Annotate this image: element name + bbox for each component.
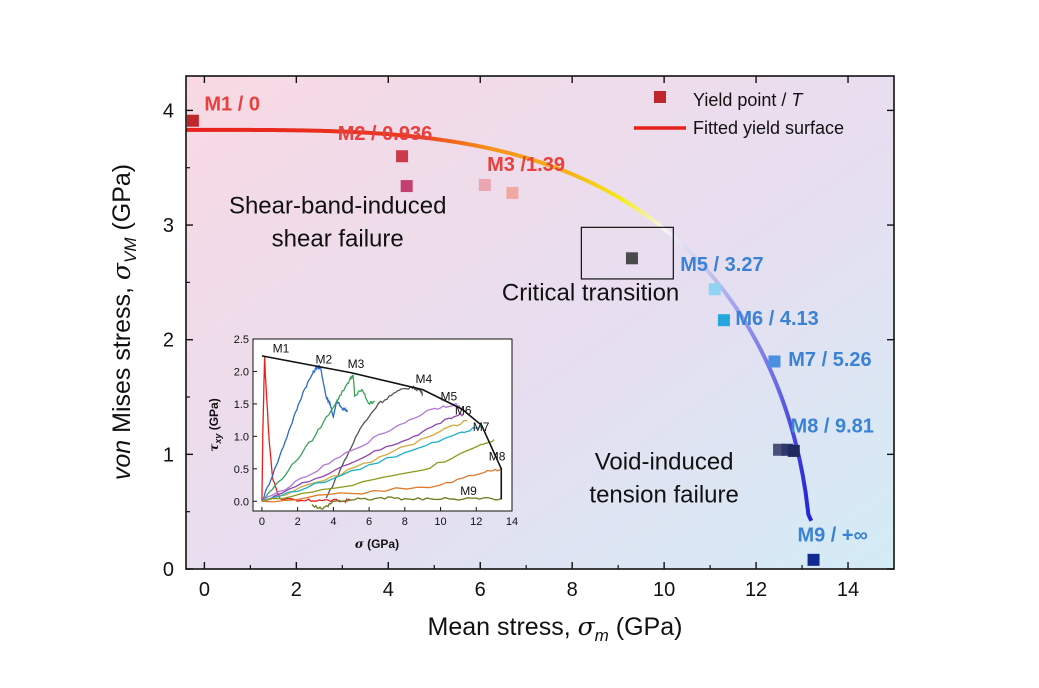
inset-curve-label: M3 [348, 357, 365, 371]
inset-background [253, 339, 512, 511]
inset-series-line [261, 468, 502, 503]
inset-series-line [311, 496, 502, 510]
inset-curve-label: M4 [416, 372, 433, 386]
x-tick-label: 0 [199, 579, 210, 601]
x-axis-title: Mean stress, σm (GPa) [428, 612, 683, 645]
critical-transition-box [580, 226, 674, 280]
legend-label-fitted-surface: Fitted yield surface [693, 118, 844, 138]
yield-point-marker [768, 355, 781, 368]
point-label: M8 / 9.81 [791, 416, 874, 438]
inset-frame [252, 338, 513, 512]
yield-point-marker [186, 114, 199, 127]
x-tick-label: 8 [567, 579, 578, 601]
inset-curve-label: M5 [441, 390, 458, 404]
inset-series-line [261, 412, 465, 502]
y-tick-label: 1 [163, 444, 174, 466]
inset-y-tick-label: 1.0 [234, 431, 249, 443]
inset-series-line [261, 424, 483, 502]
inset-x-tick-label: 6 [366, 516, 372, 528]
inset-series-line [261, 419, 468, 502]
inset-x-tick-label: 10 [434, 516, 446, 528]
inset-curve-label: M9 [460, 484, 477, 498]
annotation-text: tension failure [589, 481, 738, 508]
x-tick-label: 4 [383, 579, 394, 601]
y-axis-title: von Mises stress, σVM (GPa) [107, 164, 140, 480]
inset-x-tick-label: 8 [402, 516, 408, 528]
point-label: M2 / 0.936 [338, 123, 433, 145]
yield-point-marker [400, 180, 413, 193]
yield-point-marker [625, 252, 638, 265]
y-tick-label: 3 [163, 215, 174, 237]
inset-y-tick-label: 1.5 [234, 399, 249, 411]
inset-x-tick-label: 4 [330, 516, 336, 528]
inset-x-tick-label: 0 [259, 516, 265, 528]
yield-point-marker [717, 314, 730, 327]
inset-y-tick-label: 2.0 [234, 366, 249, 378]
x-tick-label: 10 [653, 579, 675, 601]
inset-series-line [261, 439, 495, 502]
inset-x-axis-title: σ (GPa) [355, 537, 399, 551]
yield-point-marker [708, 283, 721, 296]
point-label: M6 / 4.13 [735, 308, 818, 330]
inset-series-line [261, 355, 352, 504]
point-label: M9 / +∞ [797, 524, 867, 546]
inset-y-tick-label: 2.5 [234, 334, 249, 346]
x-tick-label: 14 [837, 579, 859, 601]
inset-series-line [325, 385, 424, 499]
point-label: M7 / 5.26 [788, 349, 871, 371]
x-tick-label: 12 [745, 579, 767, 601]
inset-series-line [261, 374, 376, 502]
inset-x-tick-label: 12 [470, 516, 482, 528]
y-tick-label: 2 [163, 330, 174, 352]
y-tick-label: 0 [163, 559, 174, 581]
annotation-text: Void-induced [595, 448, 734, 475]
inset-envelope-line [261, 355, 503, 500]
y-tick-label: 4 [163, 100, 174, 122]
annotation-text: Critical transition [502, 280, 679, 307]
yield-point-marker [807, 553, 820, 566]
inset-y-tick-label: 0.5 [234, 464, 249, 476]
inset-x-tick-label: 14 [506, 516, 518, 528]
yield-point-marker [478, 178, 491, 191]
point-label: M5 / 3.27 [680, 254, 763, 276]
inset-curve-label: M8 [489, 449, 506, 463]
yield-point-marker [506, 186, 519, 199]
point-label: M1 / 0 [204, 93, 260, 115]
inset-curve-label: M2 [316, 353, 333, 367]
inset-curve-label: M6 [455, 403, 472, 417]
inset-curve-label: M7 [473, 420, 490, 434]
inset-x-tick-label: 2 [295, 516, 301, 528]
yield-point-marker [787, 444, 800, 457]
point-label: M3 /1.39 [487, 154, 565, 176]
fitted-yield-surface [186, 127, 814, 522]
inset-y-tick-label: 0.0 [234, 496, 249, 508]
inset-series-line [261, 403, 463, 502]
x-tick-label: 2 [291, 579, 302, 601]
inset-curve-label: M1 [273, 342, 290, 356]
x-tick-label: 6 [475, 579, 486, 601]
annotation-text: shear failure [272, 226, 404, 253]
annotation-text: Shear-band-induced [229, 193, 447, 220]
inset-y-axis-title: τxy (GPa) [207, 398, 223, 451]
legend-marker-yield-point [654, 91, 666, 103]
yield-point-marker [396, 150, 409, 163]
plot-frame [185, 75, 895, 570]
legend-label-yield-point: Yield point / T [693, 90, 804, 110]
